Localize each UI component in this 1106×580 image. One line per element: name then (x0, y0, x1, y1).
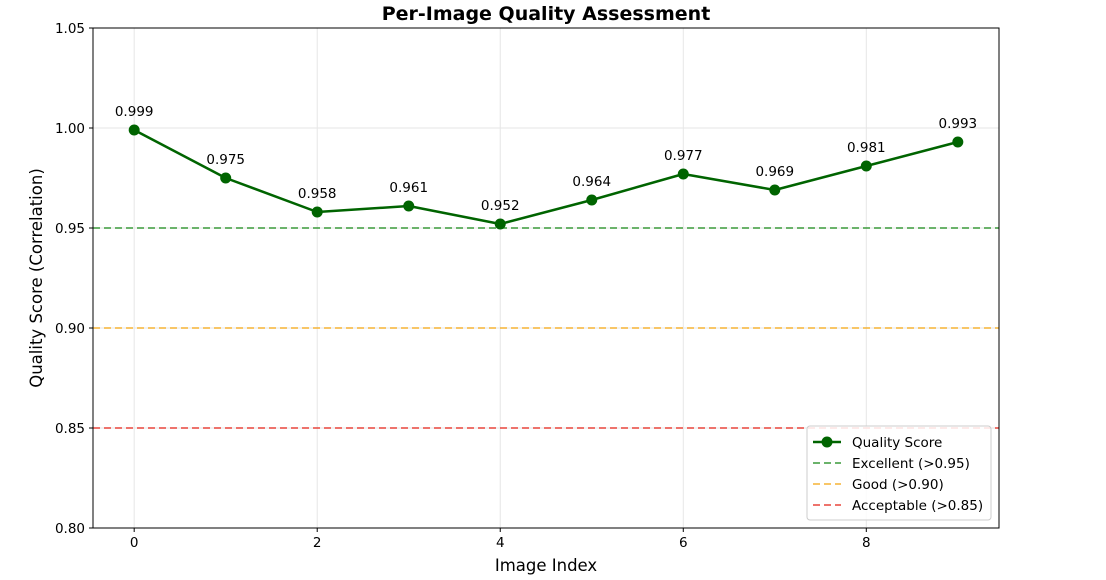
data-label: 0.964 (572, 174, 611, 190)
data-label: 0.969 (755, 164, 794, 180)
data-point (677, 168, 689, 180)
data-labels: 0.999 0.975 0.958 0.961 0.952 0.964 0.977 0.969… (115, 104, 977, 214)
data-point (586, 194, 598, 206)
legend-marker (821, 436, 833, 448)
data-label: 0.977 (664, 148, 703, 164)
legend-entry: Acceptable (>0.85) (852, 498, 983, 514)
x-tick-label: 6 (679, 535, 688, 551)
legend-entry: Good (>0.90) (852, 477, 944, 493)
data-label: 0.952 (481, 198, 520, 214)
data-point (403, 200, 415, 212)
x-axis-ticks: 0 2 4 6 8 (130, 528, 871, 551)
data-label: 0.981 (847, 140, 886, 156)
series-layer (128, 124, 964, 230)
legend-box (806, 425, 992, 521)
data-point (769, 184, 781, 196)
data-point (494, 218, 506, 230)
y-tick-label: 1.05 (55, 21, 85, 37)
x-tick-label: 4 (496, 535, 505, 551)
data-label: 0.999 (115, 104, 154, 120)
data-label: 0.993 (938, 116, 977, 132)
y-tick-label: 0.85 (55, 421, 85, 437)
reference-lines (93, 227, 999, 429)
data-point (128, 124, 140, 136)
data-point (220, 172, 232, 184)
y-axis-ticks: 0.80 0.85 0.90 0.95 1.00 1.05 (55, 21, 93, 537)
legend-entry: Quality Score (852, 435, 942, 451)
y-tick-label: 0.90 (55, 321, 85, 337)
data-label: 0.961 (389, 180, 428, 196)
y-tick-label: 0.80 (55, 521, 85, 537)
series-line (133, 128, 959, 226)
x-axis-label: Image Index (495, 556, 598, 575)
data-point (311, 206, 323, 218)
data-point (952, 136, 964, 148)
chart-title: Per-Image Quality Assessment (382, 3, 711, 25)
data-point (860, 160, 872, 172)
legend-entry: Excellent (>0.95) (852, 456, 970, 472)
x-tick-label: 0 (130, 535, 139, 551)
data-label: 0.975 (206, 152, 245, 168)
y-tick-label: 0.95 (55, 221, 85, 237)
x-tick-label: 2 (313, 535, 322, 551)
y-tick-label: 1.00 (55, 121, 85, 137)
x-tick-label: 8 (862, 535, 871, 551)
legend: Quality Score Excellent (>0.95) Good (>0.9… (806, 425, 992, 521)
plot-frame (92, 27, 1000, 529)
data-label: 0.958 (298, 186, 337, 202)
y-axis-label: Quality Score (Correlation) (27, 168, 46, 388)
